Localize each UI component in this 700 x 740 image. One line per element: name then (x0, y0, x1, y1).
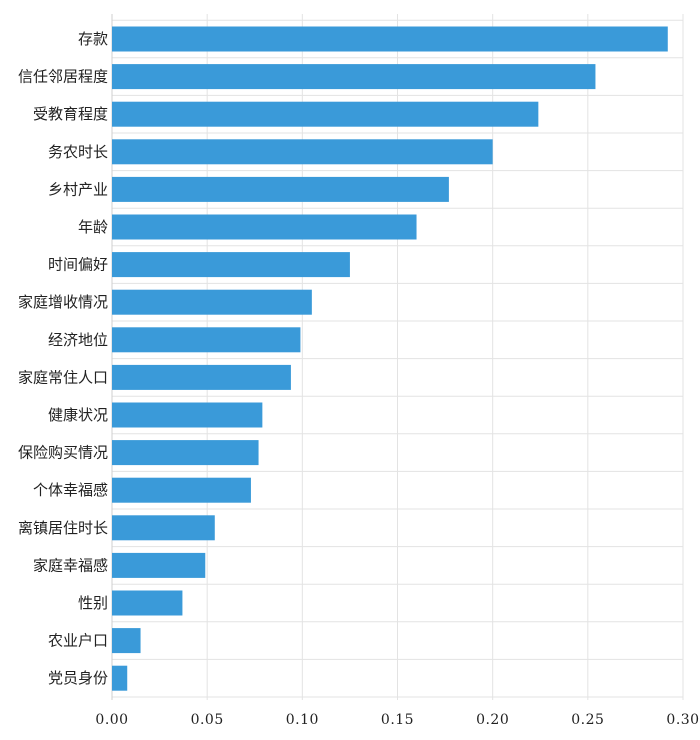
category-label: 家庭增收情况 (18, 293, 108, 311)
bar (112, 515, 215, 541)
bars (112, 26, 668, 691)
x-tick-label: 0.25 (571, 712, 604, 728)
category-label: 乡村产业 (48, 180, 108, 198)
category-label: 健康状况 (48, 406, 108, 424)
x-axis-tick-labels: 0.00 0.05 0.10 0.15 0.20 0.25 0.30 (95, 712, 699, 728)
category-label: 性别 (78, 594, 108, 612)
category-label: 党员身份 (48, 669, 108, 687)
bar (112, 64, 596, 90)
bar (112, 26, 668, 52)
x-tick-label: 0.15 (381, 712, 414, 728)
x-tick-label: 0.10 (286, 712, 319, 728)
category-label: 离镇居住时长 (18, 519, 108, 537)
grid (111, 14, 684, 700)
x-tick-label: 0.00 (95, 712, 128, 728)
bar (112, 402, 263, 428)
bar (112, 176, 449, 202)
bar (112, 327, 301, 353)
bar (112, 628, 141, 654)
category-label: 时间偏好 (48, 256, 108, 274)
category-label: 受教育程度 (33, 105, 108, 123)
category-label: 个体幸福感 (33, 481, 108, 499)
bar (112, 101, 539, 127)
x-tick-label: 0.30 (666, 712, 699, 728)
category-label: 家庭幸福感 (33, 556, 108, 574)
bar (112, 252, 350, 278)
bar (112, 214, 417, 240)
x-tick-label: 0.05 (191, 712, 224, 728)
category-label: 信任邻居程度 (18, 68, 108, 86)
bar (112, 364, 291, 390)
bar (112, 590, 183, 616)
x-tick-label: 0.20 (476, 712, 509, 728)
category-label: 务农时长 (48, 143, 108, 161)
category-label: 家庭常住人口 (18, 368, 108, 386)
category-label: 保险购买情况 (18, 444, 108, 462)
bar (112, 440, 259, 466)
category-label: 农业户口 (48, 632, 108, 650)
bar (112, 139, 493, 165)
bar (112, 552, 206, 578)
category-label: 年龄 (78, 218, 108, 236)
bar (112, 477, 251, 503)
category-label: 经济地位 (48, 331, 108, 349)
bar (112, 289, 312, 315)
category-label: 存款 (78, 30, 108, 48)
bar (112, 665, 128, 691)
category-labels: 存款信任邻居程度受教育程度务农时长乡村产业年龄时间偏好家庭增收情况经济地位家庭常… (18, 30, 108, 687)
